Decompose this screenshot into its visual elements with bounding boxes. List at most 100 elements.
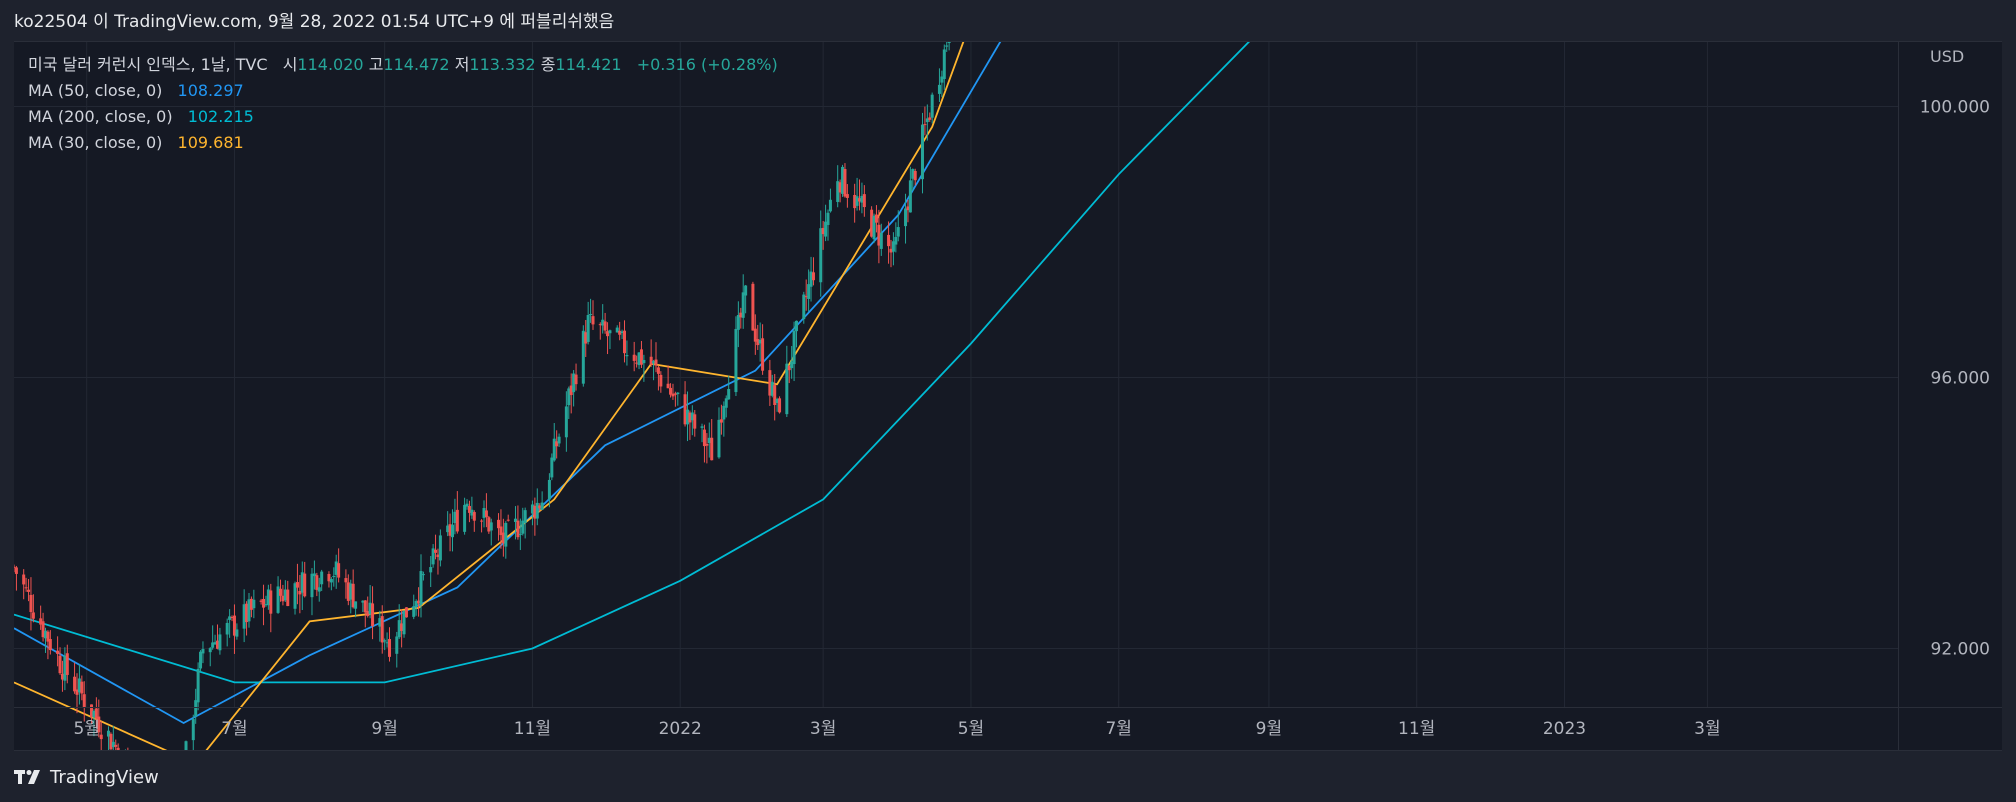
candle — [266, 584, 270, 610]
candle — [264, 595, 268, 607]
candle — [242, 589, 246, 643]
chart-legend: 미국 달러 커런시 인덱스, 1날, TVC 시114.020 고114.472… — [28, 52, 778, 156]
candle — [286, 580, 290, 607]
candle — [683, 381, 687, 427]
candle — [540, 491, 544, 510]
candle — [666, 365, 670, 389]
symbol-name[interactable]: 미국 달러 커런시 인덱스, 1날, TVC — [28, 55, 268, 74]
candle — [470, 496, 474, 519]
candle — [218, 627, 222, 655]
time-tick-label: 5월 — [73, 719, 99, 739]
candle — [465, 499, 469, 510]
candle — [351, 569, 355, 609]
candle — [608, 329, 612, 350]
candle — [896, 210, 900, 242]
candle — [497, 513, 501, 541]
candle — [572, 370, 576, 407]
candle — [569, 373, 573, 414]
candle — [872, 213, 876, 244]
candle — [654, 342, 658, 373]
candle — [269, 583, 273, 633]
candle — [191, 714, 195, 750]
candle — [438, 529, 442, 567]
candle — [77, 664, 81, 705]
price-chart[interactable]: 5월 7월 9월 11월 2022 3월 5월 7월 9월 11월 2023 3월 92.000 96.0… — [14, 42, 2002, 750]
candle — [312, 560, 316, 590]
candle — [913, 168, 917, 186]
candle — [27, 579, 31, 602]
candle — [928, 112, 932, 122]
candle — [606, 322, 610, 355]
close-value: 114.421 — [555, 55, 622, 74]
candle — [216, 624, 220, 650]
ma30-legend-row[interactable]: MA (30, close, 0) 109.681 — [28, 130, 778, 156]
candle — [349, 579, 353, 614]
candle — [395, 631, 399, 668]
candle — [252, 589, 256, 619]
candle — [513, 506, 517, 540]
candle — [46, 630, 50, 660]
candle — [467, 500, 471, 523]
candle — [56, 636, 60, 667]
candle — [363, 600, 367, 628]
candle — [489, 518, 493, 546]
candle — [843, 163, 847, 198]
candle — [751, 281, 755, 331]
ma50-legend-row[interactable]: MA (50, close, 0) 108.297 — [28, 78, 778, 104]
candle — [530, 500, 534, 526]
candle — [230, 615, 234, 622]
time-tick-label: 3월 — [1694, 719, 1720, 739]
candle — [879, 223, 883, 256]
low-label: 저 — [454, 55, 470, 74]
candle — [199, 650, 203, 672]
candle — [652, 359, 656, 381]
candle — [315, 572, 319, 597]
candle — [436, 548, 440, 575]
candle — [58, 647, 62, 675]
candle — [320, 569, 324, 591]
candle — [65, 644, 69, 684]
ohlc-row[interactable]: 미국 달러 커런시 인덱스, 1날, TVC 시114.020 고114.472… — [28, 52, 778, 78]
candle — [555, 430, 559, 459]
candle — [383, 638, 387, 651]
time-tick-label: 5월 — [958, 719, 984, 739]
candle — [262, 584, 266, 626]
ma200-value: 102.215 — [187, 107, 254, 126]
candle — [756, 324, 760, 351]
candle — [557, 433, 561, 447]
ma200-legend-row[interactable]: MA (200, close, 0) 102.215 — [28, 104, 778, 130]
candle — [768, 359, 772, 406]
candle — [930, 92, 934, 124]
ma50-value: 108.297 — [177, 81, 244, 100]
footer: TradingView — [14, 764, 159, 790]
candle — [106, 726, 110, 750]
candle — [228, 609, 232, 638]
candle — [589, 298, 593, 323]
candle — [535, 488, 539, 526]
time-tick-label: 11월 — [1398, 719, 1435, 739]
time-tick-label: 3월 — [810, 719, 836, 739]
candle — [906, 199, 910, 223]
candle — [615, 325, 619, 333]
candle — [111, 725, 115, 750]
candle — [690, 405, 694, 436]
candle — [547, 473, 551, 508]
candle — [920, 112, 924, 194]
candle — [366, 596, 370, 618]
candle — [39, 605, 43, 630]
candle — [225, 618, 229, 647]
candle — [567, 386, 571, 420]
candle — [434, 534, 438, 560]
candle — [29, 577, 33, 631]
moving-averages — [14, 42, 1251, 750]
candle — [92, 709, 96, 737]
candle — [14, 564, 16, 573]
chart-panel[interactable]: 5월 7월 9월 11월 2022 3월 5월 7월 9월 11월 2023 3월 92.000 96.0… — [14, 41, 2002, 751]
candle — [853, 183, 857, 223]
candle — [247, 592, 251, 628]
candle — [388, 627, 392, 662]
candle — [327, 571, 331, 588]
candle — [891, 232, 895, 266]
candle — [717, 407, 721, 459]
candle — [584, 319, 588, 357]
